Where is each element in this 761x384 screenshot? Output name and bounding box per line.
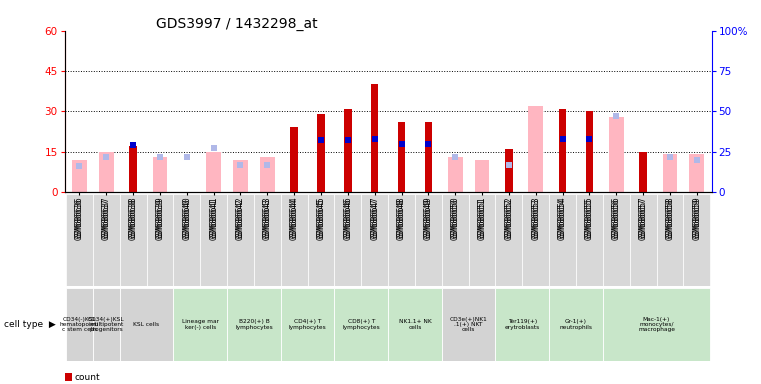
Bar xyxy=(281,194,307,286)
Text: GSM686658: GSM686658 xyxy=(665,199,674,240)
Text: Ter119(+)
erytroblasts: Ter119(+) erytroblasts xyxy=(505,319,540,330)
Bar xyxy=(317,114,325,192)
Text: GSM686636: GSM686636 xyxy=(75,199,84,240)
Bar xyxy=(174,288,227,361)
Text: GSM686659: GSM686659 xyxy=(693,199,702,240)
Bar xyxy=(586,111,593,192)
Text: Mac-1(+)
monocytes/
macrophage: Mac-1(+) monocytes/ macrophage xyxy=(638,316,675,333)
Bar xyxy=(153,157,167,192)
Bar xyxy=(469,194,495,286)
Text: cell type  ▶: cell type ▶ xyxy=(4,320,56,329)
Bar xyxy=(415,194,442,286)
Text: NK1.1+ NK
cells: NK1.1+ NK cells xyxy=(399,319,431,330)
Bar xyxy=(147,194,174,286)
Bar xyxy=(66,194,93,286)
Text: GSM686637: GSM686637 xyxy=(102,199,111,240)
Text: GSM686649: GSM686649 xyxy=(424,199,433,240)
Bar xyxy=(639,152,647,192)
Bar xyxy=(344,109,352,192)
Bar xyxy=(629,194,657,286)
Bar xyxy=(227,288,281,361)
Bar xyxy=(559,109,566,192)
Text: GSM686653: GSM686653 xyxy=(531,199,540,240)
Text: CD34(-)KSL
hematopoieti
c stem cells: CD34(-)KSL hematopoieti c stem cells xyxy=(60,316,99,333)
Text: GSM686640: GSM686640 xyxy=(183,199,191,240)
Text: CD8(+) T
lymphocytes: CD8(+) T lymphocytes xyxy=(342,319,380,330)
Text: GSM686638: GSM686638 xyxy=(129,199,138,240)
Bar xyxy=(442,288,495,361)
Bar xyxy=(119,288,174,361)
Text: GSM686652: GSM686652 xyxy=(505,199,514,240)
Text: GSM686648: GSM686648 xyxy=(397,199,406,240)
Bar xyxy=(99,152,113,192)
Bar xyxy=(260,157,275,192)
Bar xyxy=(398,122,406,192)
Bar xyxy=(442,194,469,286)
Bar xyxy=(254,194,281,286)
Bar xyxy=(119,194,147,286)
Bar xyxy=(206,152,221,192)
Bar xyxy=(200,194,227,286)
Text: GSM686647: GSM686647 xyxy=(370,199,379,240)
Bar xyxy=(549,194,576,286)
Bar xyxy=(663,154,677,192)
Text: Gr-1(+)
neutrophils: Gr-1(+) neutrophils xyxy=(559,319,593,330)
Bar xyxy=(425,122,432,192)
Bar xyxy=(307,194,334,286)
Bar xyxy=(281,288,334,361)
Bar xyxy=(334,288,388,361)
Bar xyxy=(291,127,298,192)
Text: GSM686646: GSM686646 xyxy=(343,199,352,240)
Bar xyxy=(603,194,629,286)
Text: GSM686657: GSM686657 xyxy=(638,199,648,240)
Bar xyxy=(528,106,543,192)
Bar xyxy=(657,194,683,286)
Text: GSM686639: GSM686639 xyxy=(155,199,164,240)
Bar xyxy=(93,194,119,286)
Text: GSM686651: GSM686651 xyxy=(478,199,486,240)
Text: CD4(+) T
lymphocytes: CD4(+) T lymphocytes xyxy=(288,319,326,330)
Bar xyxy=(549,288,603,361)
Bar xyxy=(361,194,388,286)
Text: B220(+) B
lymphocytes: B220(+) B lymphocytes xyxy=(235,319,272,330)
Bar xyxy=(233,160,248,192)
Bar xyxy=(66,288,93,361)
Bar xyxy=(505,149,513,192)
Bar xyxy=(388,288,442,361)
Bar xyxy=(93,288,119,361)
Text: Lineage mar
ker(-) cells: Lineage mar ker(-) cells xyxy=(182,319,218,330)
Bar xyxy=(683,194,710,286)
Bar xyxy=(475,160,489,192)
Bar xyxy=(689,154,704,192)
Text: GSM686641: GSM686641 xyxy=(209,199,218,240)
Bar xyxy=(227,194,254,286)
Bar xyxy=(334,194,361,286)
Bar xyxy=(129,146,137,192)
Text: GSM686655: GSM686655 xyxy=(585,199,594,240)
Text: CD34(+)KSL
multipotent
progenitors: CD34(+)KSL multipotent progenitors xyxy=(88,316,125,333)
Text: GDS3997 / 1432298_at: GDS3997 / 1432298_at xyxy=(156,17,317,31)
Bar xyxy=(447,157,463,192)
Text: GSM686650: GSM686650 xyxy=(451,199,460,240)
Bar xyxy=(495,288,549,361)
Bar xyxy=(609,117,623,192)
Bar xyxy=(388,194,415,286)
Text: GSM686644: GSM686644 xyxy=(290,199,298,240)
Text: GSM686645: GSM686645 xyxy=(317,199,326,240)
Text: GSM686654: GSM686654 xyxy=(558,199,567,240)
Bar xyxy=(576,194,603,286)
Bar xyxy=(174,194,200,286)
Text: KSL cells: KSL cells xyxy=(133,322,160,327)
Text: count: count xyxy=(75,373,100,382)
Bar xyxy=(371,84,378,192)
Text: GSM686642: GSM686642 xyxy=(236,199,245,240)
Text: GSM686656: GSM686656 xyxy=(612,199,621,240)
Bar xyxy=(495,194,522,286)
Bar xyxy=(65,373,72,381)
Bar xyxy=(603,288,710,361)
Text: GSM686643: GSM686643 xyxy=(263,199,272,240)
Bar xyxy=(72,160,87,192)
Text: CD3e(+)NK1
.1(+) NKT
cells: CD3e(+)NK1 .1(+) NKT cells xyxy=(450,316,488,333)
Bar xyxy=(522,194,549,286)
